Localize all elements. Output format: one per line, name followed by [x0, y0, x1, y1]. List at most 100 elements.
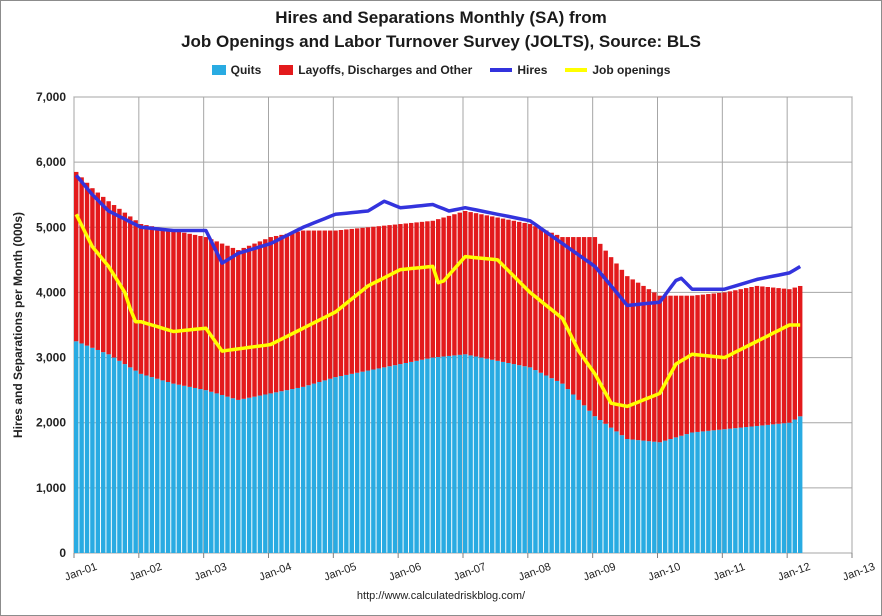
bar-layoffs: [581, 237, 587, 406]
bar-quits: [327, 378, 333, 553]
bar-layoffs: [387, 225, 392, 367]
bar-quits: [646, 441, 652, 553]
bar-quits: [517, 365, 522, 553]
legend-label-quits: Quits: [230, 63, 262, 77]
chart-title-line1: Hires and Separations Monthly (SA) from: [275, 8, 607, 27]
bar-quits: [149, 377, 155, 553]
bar-quits: [587, 410, 592, 553]
bar-quits: [203, 390, 209, 553]
bar-quits: [84, 345, 90, 553]
bar-quits: [268, 393, 273, 553]
bar-layoffs: [322, 230, 327, 381]
bar-quits: [430, 357, 436, 553]
bar-layoffs: [290, 232, 295, 390]
bar-quits: [511, 364, 517, 553]
bar-layoffs: [657, 295, 662, 443]
bar-quits: [300, 386, 306, 553]
bar-quits: [441, 356, 446, 553]
bar-layoffs: [306, 230, 311, 386]
bar-quits: [598, 420, 603, 553]
legend-label-layoffs: Layoffs, Discharges and Other: [298, 63, 473, 77]
y-tick-label: 5,000: [36, 220, 66, 234]
bar-layoffs: [468, 212, 473, 356]
x-tick-label: Jan-04: [258, 561, 294, 584]
bar-quits: [117, 360, 122, 553]
legend-swatch-openings: [565, 68, 588, 72]
bar-quits: [749, 426, 754, 553]
bar-layoffs: [317, 230, 322, 382]
bar-layoffs: [479, 214, 484, 358]
bar-layoffs: [662, 295, 668, 441]
series-line-job-openings: [74, 213, 801, 409]
bar-quits: [527, 367, 533, 553]
bar-layoffs: [300, 230, 306, 387]
bar-layoffs: [716, 292, 722, 430]
bar-layoffs: [738, 289, 743, 428]
bar-layoffs: [749, 287, 754, 427]
bar-layoffs: [279, 234, 284, 392]
bar-layoffs: [95, 192, 101, 350]
bar-quits: [641, 440, 646, 553]
bar-quits: [425, 358, 430, 553]
bar-quits: [700, 431, 706, 553]
bar-layoffs: [198, 235, 203, 390]
bar-layoffs: [787, 289, 792, 423]
bar-quits: [625, 439, 630, 553]
bar-layoffs: [598, 243, 603, 420]
chart-legend: Quits Layoffs, Discharges and Other Hire…: [0, 63, 882, 77]
bar-layoffs: [419, 221, 425, 360]
bar-quits: [214, 393, 219, 553]
bar-quits: [408, 361, 414, 553]
bar-quits: [317, 382, 322, 553]
legend-swatch-quits: [211, 65, 226, 75]
bar-quits: [295, 387, 300, 553]
bar-layoffs: [381, 225, 387, 368]
bar-quits: [619, 435, 625, 553]
bar-layoffs: [797, 285, 803, 417]
bar-layoffs: [182, 232, 187, 386]
bar-quits: [79, 343, 84, 553]
x-tick-label: Jan-11: [712, 561, 747, 584]
bar-quits: [787, 422, 792, 553]
bar-quits: [187, 386, 192, 553]
bar-layoffs: [430, 220, 436, 358]
bar-layoffs: [781, 288, 787, 424]
bar-quits: [311, 383, 317, 553]
bar-layoffs: [425, 221, 430, 359]
x-tick-label: Jan-06: [387, 561, 423, 584]
bar-layoffs: [560, 237, 565, 384]
bar-quits: [252, 396, 257, 553]
bar-layoffs: [90, 188, 95, 348]
bar-layoffs: [511, 220, 517, 365]
bar-quits: [333, 377, 338, 553]
bar-quits: [506, 363, 511, 553]
bar-layoffs: [241, 247, 246, 399]
bar-quits: [473, 356, 479, 553]
bar-quits: [111, 357, 117, 553]
bar-quits: [484, 358, 490, 553]
bar-quits: [797, 416, 803, 553]
bar-layoffs: [392, 224, 398, 366]
bar-layoffs: [187, 233, 192, 387]
bar-quits: [246, 397, 252, 553]
bar-quits: [381, 367, 387, 553]
bar-quits: [392, 365, 398, 553]
legend-swatch-hires: [490, 68, 513, 72]
bar-layoffs: [603, 250, 608, 424]
x-tick-label: Jan-13: [841, 561, 877, 584]
bar-layoffs: [214, 241, 219, 394]
bar-quits: [160, 380, 165, 553]
bar-quits: [711, 430, 716, 553]
bar-layoffs: [706, 294, 711, 431]
bar-layoffs: [743, 288, 749, 428]
bar-layoffs: [246, 245, 252, 398]
bar-layoffs: [192, 234, 198, 388]
bar-quits: [171, 383, 176, 553]
bar-quits: [722, 429, 727, 553]
bar-layoffs: [106, 201, 111, 355]
bar-quits: [657, 442, 662, 553]
bar-quits: [614, 431, 619, 553]
bar-layoffs: [689, 295, 695, 433]
bar-layoffs: [668, 295, 673, 439]
bar-layoffs: [495, 217, 500, 361]
